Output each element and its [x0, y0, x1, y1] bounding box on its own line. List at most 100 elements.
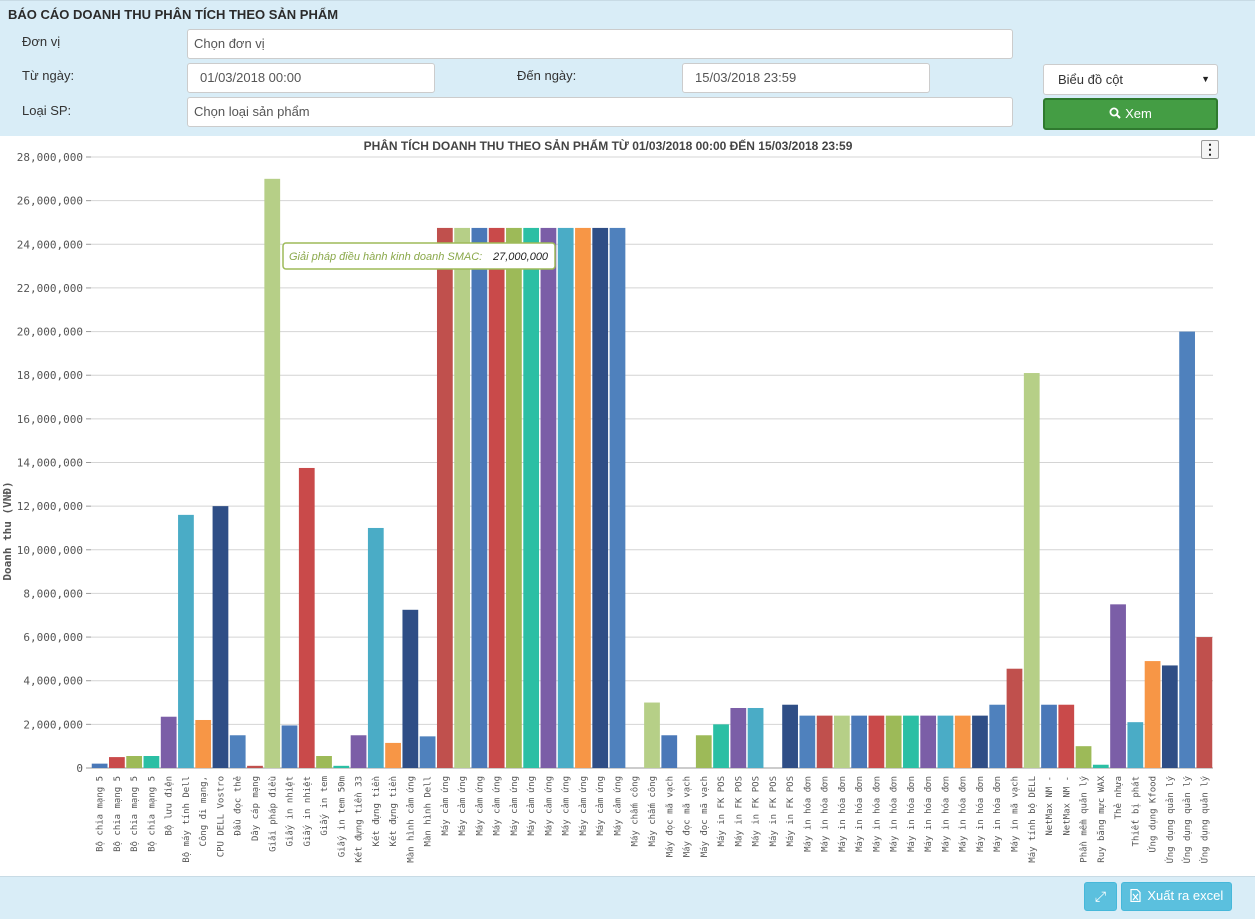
bar[interactable]: [454, 227, 470, 769]
from-date-input[interactable]: 01/03/2018 00:00: [187, 63, 435, 93]
x-tick-label: Máy cảm ứng: [509, 776, 520, 836]
bar[interactable]: [782, 704, 798, 768]
x-tick-label: Máy in hóa đơn: [889, 776, 900, 852]
bar[interactable]: [540, 227, 557, 769]
bar[interactable]: [609, 227, 626, 769]
chart-container: PHÂN TÍCH DOANH THU THEO SẢN PHẨM TỪ 01/…: [0, 136, 1255, 876]
bar[interactable]: [1058, 704, 1075, 768]
to-date-input[interactable]: 15/03/2018 23:59: [682, 63, 930, 93]
bar[interactable]: [1161, 665, 1178, 768]
bar[interactable]: [523, 227, 540, 769]
bar[interactable]: [747, 707, 764, 768]
bar[interactable]: [713, 724, 729, 768]
x-tick-label: Máy in hóa đơn: [906, 776, 917, 852]
bars-group: [91, 178, 1213, 769]
bar[interactable]: [281, 725, 298, 768]
bar[interactable]: [575, 227, 591, 769]
bar[interactable]: [143, 756, 160, 768]
bar[interactable]: [1127, 722, 1144, 768]
x-tick-label: Giải pháp điều: [267, 776, 278, 852]
bar[interactable]: [1006, 668, 1023, 768]
bar[interactable]: [1144, 661, 1161, 768]
bar[interactable]: [160, 716, 177, 768]
y-tick-label: 14,000,000: [17, 457, 83, 470]
x-tick-label: Máy cảm ứng: [457, 776, 468, 836]
x-tick-label: Màn hình Dell: [424, 776, 434, 846]
chart-menu-button[interactable]: ⋮: [1201, 140, 1219, 159]
y-tick-label: 20,000,000: [17, 326, 83, 339]
revenue-chart: PHÂN TÍCH DOANH THU THEO SẢN PHẨM TỪ 01/…: [1, 138, 1213, 863]
bar[interactable]: [885, 715, 902, 768]
vertical-dots-icon: ⋮: [1203, 141, 1217, 157]
search-icon: [1109, 100, 1121, 128]
bar[interactable]: [937, 715, 954, 768]
bar[interactable]: [178, 514, 194, 768]
y-tick-label: 28,000,000: [17, 151, 83, 164]
bar[interactable]: [851, 715, 868, 768]
bar[interactable]: [264, 178, 281, 768]
export-excel-button[interactable]: Xuất ra excel: [1121, 882, 1232, 911]
bar[interactable]: [385, 742, 401, 768]
bar[interactable]: [1041, 704, 1057, 768]
x-tick-label: Máy đọc mã vạch: [683, 776, 693, 857]
bar[interactable]: [91, 763, 108, 768]
bar[interactable]: [799, 715, 816, 768]
bar[interactable]: [1023, 373, 1040, 768]
x-tick-label: Bộ chia mạng 5: [113, 776, 123, 852]
bar[interactable]: [229, 735, 246, 768]
bar[interactable]: [903, 715, 919, 768]
x-tick-label: Máy đọc mã vạch: [665, 776, 675, 857]
bar[interactable]: [298, 467, 315, 768]
bar[interactable]: [730, 707, 747, 768]
bar[interactable]: [367, 527, 384, 768]
bar[interactable]: [126, 756, 143, 768]
product-type-select[interactable]: Chọn loại sản phẩm: [187, 97, 1013, 127]
x-tick-label: Máy in FK POS: [734, 776, 744, 846]
view-button[interactable]: Xem: [1043, 98, 1218, 130]
bar[interactable]: [316, 756, 332, 768]
bar[interactable]: [834, 715, 850, 768]
bar[interactable]: [816, 715, 833, 768]
bar[interactable]: [695, 735, 712, 768]
bar[interactable]: [1196, 637, 1213, 768]
x-tick-label: Bộ lưu điện: [165, 776, 175, 836]
expand-button[interactable]: ⤢: [1084, 882, 1117, 911]
bar[interactable]: [1110, 604, 1126, 768]
x-tick-label: Ruy băng mực WAX: [1097, 775, 1107, 862]
bar[interactable]: [212, 506, 229, 768]
tooltip: Giải pháp điều hành kinh doanh SMAC: 27,…: [282, 242, 556, 270]
bar[interactable]: [402, 609, 419, 768]
x-tick-label: Máy in hóa đơn: [854, 776, 865, 852]
bar[interactable]: [109, 757, 125, 768]
bar[interactable]: [868, 715, 885, 768]
bar[interactable]: [592, 227, 609, 769]
y-tick-label: 18,000,000: [17, 369, 83, 382]
bar[interactable]: [644, 702, 660, 768]
bar[interactable]: [989, 704, 1006, 768]
y-tick-label: 6,000,000: [23, 631, 83, 644]
bar[interactable]: [972, 715, 988, 768]
bar[interactable]: [350, 735, 367, 768]
x-tick-label: Máy in FK POS: [786, 776, 796, 846]
chart-type-select[interactable]: Biểu đồ cột ▼: [1043, 64, 1218, 95]
bar[interactable]: [661, 735, 678, 768]
bar[interactable]: [506, 227, 522, 769]
bar[interactable]: [333, 765, 350, 768]
bar[interactable]: [1092, 764, 1109, 768]
bar[interactable]: [1075, 746, 1092, 768]
bar[interactable]: [419, 736, 436, 768]
x-tick-label: Máy in hóa đơn: [992, 776, 1003, 852]
bar[interactable]: [471, 227, 488, 769]
bar[interactable]: [920, 715, 937, 768]
y-tick-label: 0: [76, 762, 83, 775]
unit-select[interactable]: Chọn đơn vị: [187, 29, 1013, 59]
bar[interactable]: [1179, 331, 1195, 768]
bar[interactable]: [557, 227, 574, 769]
bar[interactable]: [954, 715, 971, 768]
y-tick-label: 12,000,000: [17, 500, 83, 513]
bar[interactable]: [436, 227, 453, 769]
bar[interactable]: [195, 719, 212, 768]
x-tick-label: Thiết bị phát: [1130, 776, 1141, 846]
bar[interactable]: [247, 765, 263, 768]
bar[interactable]: [488, 227, 505, 769]
